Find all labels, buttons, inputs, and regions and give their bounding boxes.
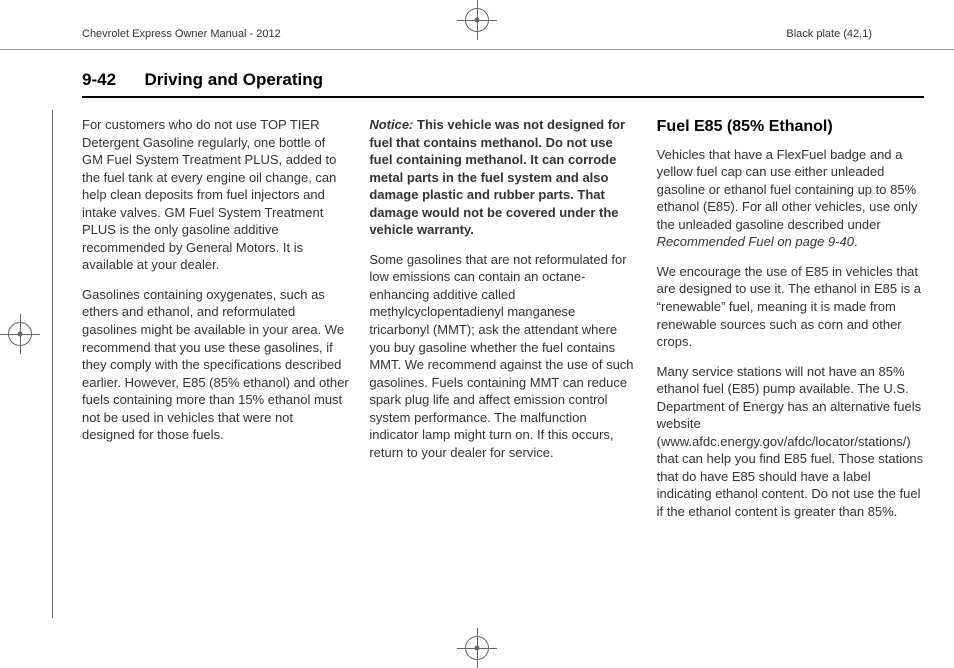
fuel-e85-heading: Fuel E85 (85% Ethanol)	[657, 116, 924, 138]
body-text: Many service stations will not have an 8…	[657, 363, 924, 521]
text-columns: For customers who do not use TOP TIER De…	[82, 116, 924, 533]
margin-rule	[52, 110, 53, 618]
column-2: Notice: This vehicle was not designed fo…	[369, 116, 636, 533]
column-1: For customers who do not use TOP TIER De…	[82, 116, 349, 533]
notice-label: Notice:	[369, 117, 413, 132]
body-text: For customers who do not use TOP TIER De…	[82, 116, 349, 274]
plate-info: Black plate (42,1)	[786, 28, 872, 40]
crop-mark-top	[457, 0, 497, 40]
section-title: Driving and Operating	[144, 70, 323, 89]
column-3: Fuel E85 (85% Ethanol) Vehicles that hav…	[657, 116, 924, 533]
page-number: 9-42	[82, 70, 116, 89]
page-header: 9-42 Driving and Operating	[82, 70, 924, 98]
page-content: 9-42 Driving and Operating For customers…	[82, 70, 924, 618]
body-text: Gasolines containing oxygenates, such as…	[82, 286, 349, 444]
body-text: Vehicles that have a FlexFuel badge and …	[657, 146, 924, 251]
crop-mark-bottom	[457, 628, 497, 668]
notice-text: This vehicle was not designed for fuel t…	[369, 117, 625, 237]
notice-paragraph: Notice: This vehicle was not designed fo…	[369, 116, 636, 239]
crop-mark-left	[0, 314, 40, 354]
body-text: Some gasolines that are not reformulated…	[369, 251, 636, 462]
manual-title: Chevrolet Express Owner Manual - 2012	[82, 28, 281, 40]
body-text: We encourage the use of E85 in vehicles …	[657, 263, 924, 351]
page-reference: Recommended Fuel on page 9-40	[657, 234, 854, 249]
